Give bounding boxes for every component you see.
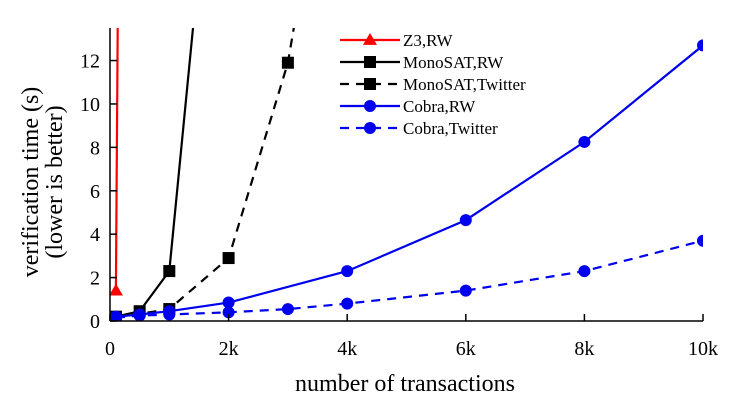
series-4-point-0 <box>110 311 122 321</box>
y-tick-label-2: 4 <box>90 224 100 246</box>
series-4-line <box>115 239 703 319</box>
series-3-point-7 <box>697 39 703 52</box>
x-tick-label-0: 0 <box>105 338 115 360</box>
series-1-line <box>115 28 195 318</box>
series-2-point-3 <box>281 56 294 69</box>
series-0 <box>110 28 123 296</box>
x-tick-label-1: 2k <box>219 338 239 360</box>
series-4-point-6 <box>459 284 472 297</box>
series-4-point-3 <box>222 306 235 319</box>
series-2 <box>110 28 295 321</box>
y-tick-label-4: 8 <box>90 137 100 159</box>
series-1 <box>110 28 195 321</box>
series-3-point-6 <box>578 135 591 148</box>
legend: Z3,RW MonoSAT,RW MonoSAT,Twitter Cobra,RW Co… <box>340 31 526 138</box>
legend-label-4: Cobra,Twitter <box>403 119 498 138</box>
y-tick-label-3: 6 <box>90 181 100 203</box>
series-4 <box>110 234 703 321</box>
series-2-point-2 <box>222 252 235 265</box>
y-axis-title-line-1: verification time (s) <box>18 87 44 278</box>
series-1-point-2 <box>163 265 176 278</box>
x-axis-title: number of transactions <box>295 371 515 397</box>
legend-entry-4: Cobra,Twitter <box>340 119 498 138</box>
x-tick-label-2: 4k <box>337 338 357 360</box>
legend-marker-0 <box>363 33 377 45</box>
y-tick-label-1: 2 <box>90 268 100 290</box>
legend-marker-2 <box>364 78 376 90</box>
y-tick-label-6: 12 <box>80 51 100 73</box>
series-3-point-5 <box>459 214 472 227</box>
y-tick-label-5: 10 <box>80 94 100 116</box>
x-tick-label-5: 10k <box>688 338 718 360</box>
series-4-point-7 <box>578 265 591 278</box>
y-axis-title-line-2: (lower is better) <box>42 105 68 258</box>
legend-entry-0: Z3,RW <box>340 31 454 50</box>
legend-entry-3: Cobra,RW <box>340 97 476 116</box>
x-tick-label-3: 6k <box>456 338 476 360</box>
y-tick-label-0: 0 <box>90 311 100 333</box>
legend-marker-1 <box>364 56 376 68</box>
series-0-line <box>114 28 119 291</box>
series-4-point-2 <box>163 308 176 321</box>
series-2-line <box>115 28 295 319</box>
series-4-point-8 <box>697 234 703 247</box>
series-4-point-4 <box>281 303 294 316</box>
axes-layer: 0 2k 4k 6k 8k 10k 0 2 4 6 8 10 12 <box>80 28 718 360</box>
legend-label-0: Z3,RW <box>403 31 454 50</box>
x-tick-label-4: 8k <box>574 338 594 360</box>
legend-marker-4 <box>364 122 376 134</box>
legend-label-3: Cobra,RW <box>403 97 476 116</box>
legend-label-2: MonoSAT,Twitter <box>403 75 526 94</box>
series-layer <box>110 28 703 321</box>
series-3-point-3 <box>222 296 235 309</box>
legend-entry-2: MonoSAT,Twitter <box>340 75 526 94</box>
y-axis-title: verification time (s) (lower is better) <box>18 87 68 278</box>
series-4-point-1 <box>133 309 146 321</box>
legend-marker-3 <box>364 100 376 112</box>
legend-label-1: MonoSAT,RW <box>403 53 504 72</box>
series-3-point-4 <box>341 265 354 278</box>
legend-entry-1: MonoSAT,RW <box>340 53 504 72</box>
series-4-point-5 <box>341 297 354 310</box>
series-0-point-0 <box>110 283 123 296</box>
